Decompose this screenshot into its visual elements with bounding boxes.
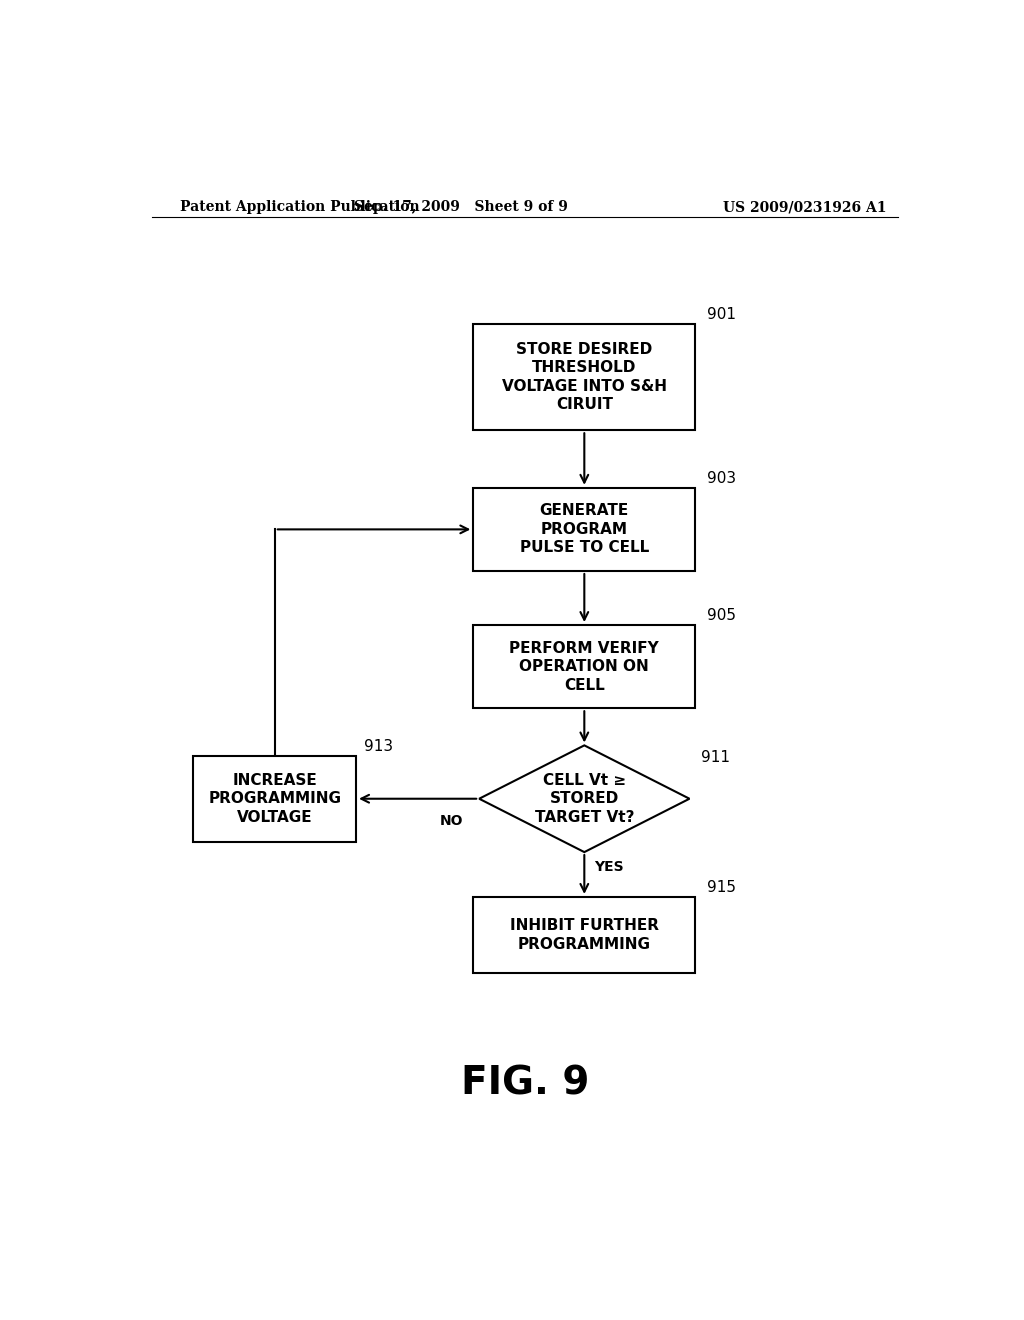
Text: 915: 915 — [708, 880, 736, 895]
Text: INHIBIT FURTHER
PROGRAMMING: INHIBIT FURTHER PROGRAMMING — [510, 919, 658, 952]
Text: 901: 901 — [708, 306, 736, 322]
Bar — [473, 487, 695, 572]
Bar — [194, 755, 356, 842]
Text: YES: YES — [594, 861, 624, 874]
Text: 903: 903 — [708, 471, 736, 486]
Text: Patent Application Publication: Patent Application Publication — [179, 201, 419, 214]
Text: 913: 913 — [365, 738, 393, 754]
Bar — [473, 323, 695, 430]
Text: Sep. 17, 2009   Sheet 9 of 9: Sep. 17, 2009 Sheet 9 of 9 — [354, 201, 568, 214]
Text: PERFORM VERIFY
OPERATION ON
CELL: PERFORM VERIFY OPERATION ON CELL — [510, 640, 659, 693]
Text: 911: 911 — [701, 751, 730, 766]
Polygon shape — [479, 746, 689, 853]
Text: GENERATE
PROGRAM
PULSE TO CELL: GENERATE PROGRAM PULSE TO CELL — [520, 503, 649, 556]
Bar — [473, 624, 695, 709]
Text: STORE DESIRED
THRESHOLD
VOLTAGE INTO S&H
CIRUIT: STORE DESIRED THRESHOLD VOLTAGE INTO S&H… — [502, 342, 667, 412]
Text: NO: NO — [439, 814, 463, 828]
Text: 905: 905 — [708, 609, 736, 623]
Text: INCREASE
PROGRAMMING
VOLTAGE: INCREASE PROGRAMMING VOLTAGE — [208, 772, 341, 825]
Text: CELL Vt ≥
STORED
TARGET Vt?: CELL Vt ≥ STORED TARGET Vt? — [535, 772, 634, 825]
Text: FIG. 9: FIG. 9 — [461, 1064, 589, 1102]
Bar — [473, 896, 695, 973]
Text: US 2009/0231926 A1: US 2009/0231926 A1 — [723, 201, 887, 214]
